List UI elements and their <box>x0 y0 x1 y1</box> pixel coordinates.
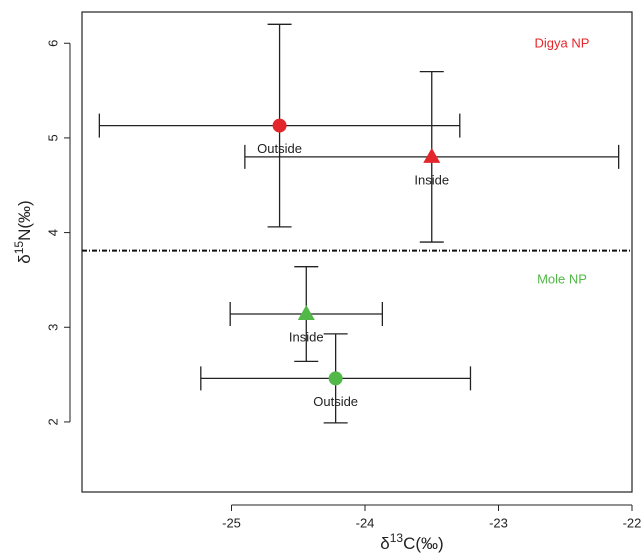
y-tick-label: 2 <box>45 418 60 425</box>
x-axis-title: δ13C(‰) <box>380 531 443 553</box>
point-label: Inside <box>289 329 324 344</box>
point <box>272 118 287 133</box>
group-label: Digya NP <box>535 35 590 50</box>
group-label: Mole NP <box>537 271 587 286</box>
y-tick-label: 6 <box>45 40 60 47</box>
point-label: Inside <box>414 172 449 187</box>
x-tick-label: -22 <box>623 515 642 530</box>
y-tick-label: 3 <box>45 324 60 331</box>
point <box>297 305 315 321</box>
x-tick-label: -25 <box>222 515 241 530</box>
point-label: Outside <box>257 141 302 156</box>
x-tick-label: -23 <box>489 515 508 530</box>
y-tick-label: 4 <box>45 229 60 236</box>
y-axis-title: δ15N(‰) <box>12 200 34 263</box>
plot-frame <box>81 11 633 493</box>
point <box>423 147 441 163</box>
x-tick-label: -24 <box>356 515 375 530</box>
y-tick-label: 5 <box>45 134 60 141</box>
point <box>328 371 343 386</box>
point-label: Outside <box>313 394 358 409</box>
